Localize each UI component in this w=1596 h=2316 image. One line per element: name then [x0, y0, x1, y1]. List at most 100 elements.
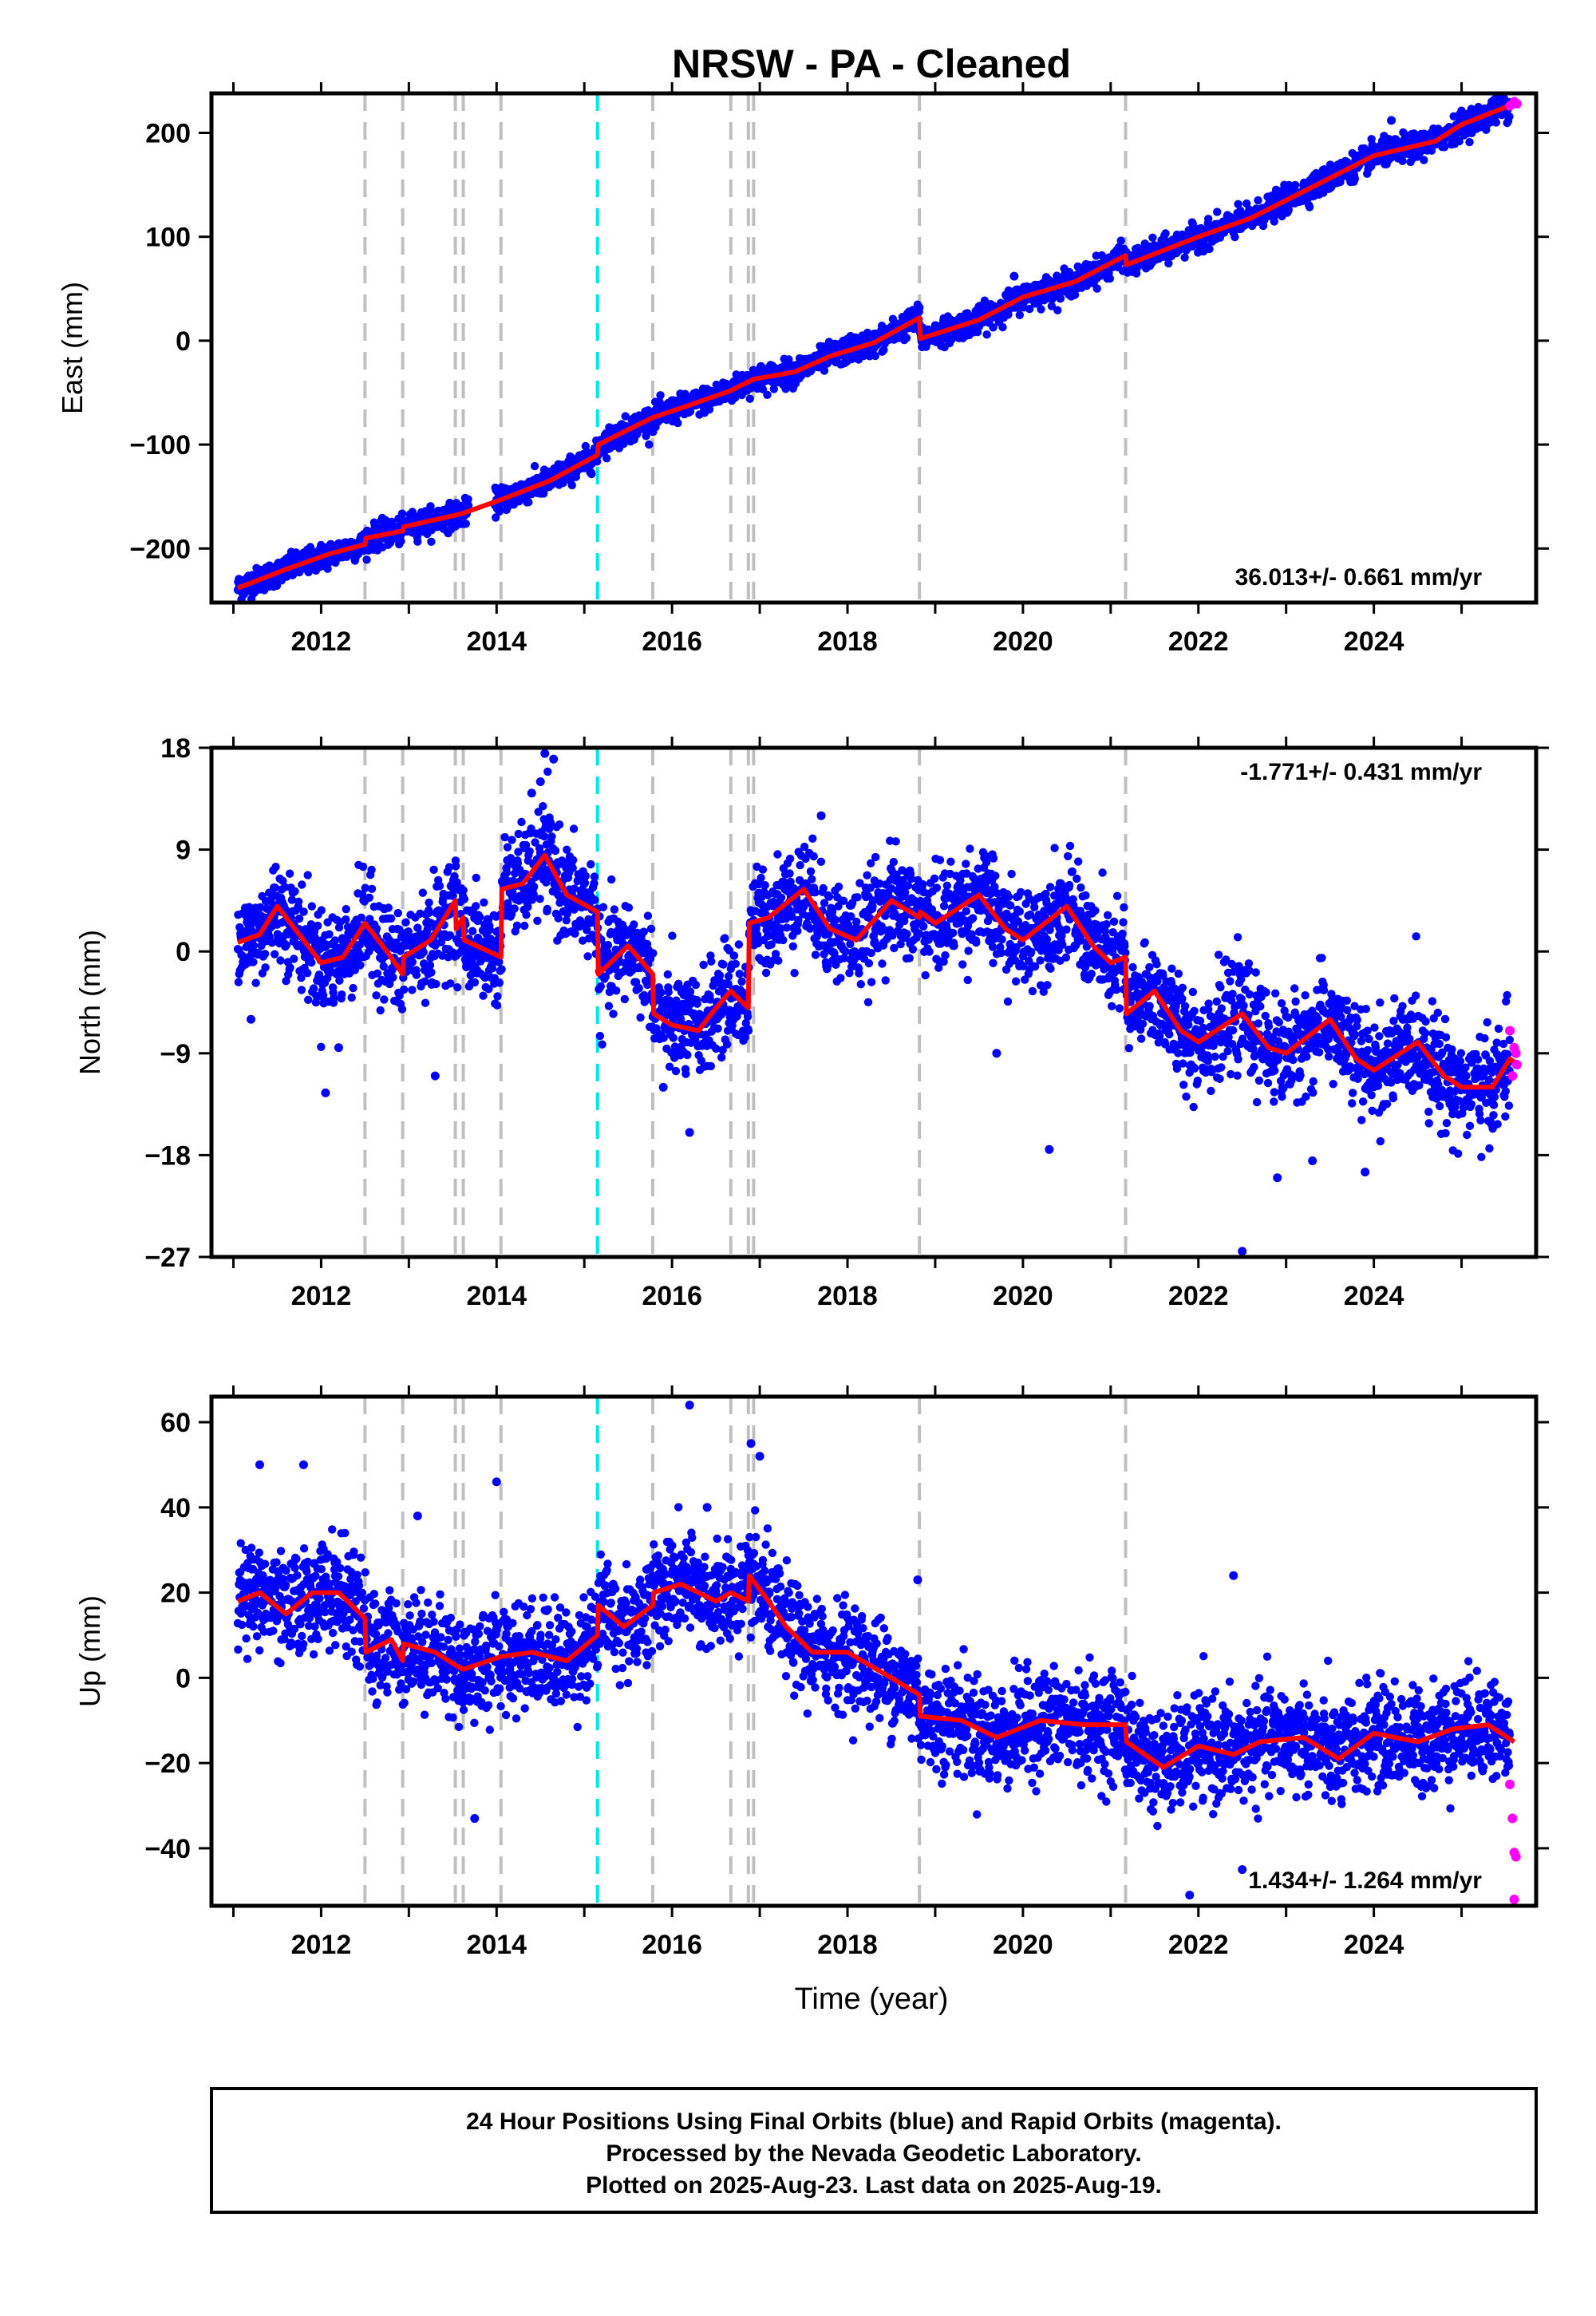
north-data-point	[731, 959, 740, 969]
north-data-point	[488, 963, 497, 973]
east-data-point	[1116, 236, 1125, 245]
north-data-point	[247, 926, 256, 935]
north-data-point	[630, 920, 638, 929]
north-data-point	[693, 999, 701, 1008]
east-y-tick-label: 100	[145, 223, 191, 253]
north-data-point	[418, 888, 427, 897]
north-data-point	[497, 965, 506, 974]
north-data-point	[508, 888, 517, 898]
north-data-point	[773, 850, 782, 859]
north-data-point	[580, 879, 590, 887]
north-data-point	[521, 840, 531, 850]
east-data-point	[1092, 284, 1101, 293]
east-data-point	[1204, 215, 1213, 223]
north-data-point	[379, 962, 388, 971]
north-data-point	[384, 903, 393, 912]
north-data-point	[448, 891, 457, 900]
north-data-point	[395, 991, 404, 1000]
north-data-point	[715, 971, 725, 980]
north-data-point	[365, 893, 373, 903]
east-x-tick-label: 2020	[993, 626, 1053, 657]
north-data-point	[603, 941, 613, 950]
east-data-point	[427, 537, 436, 546]
north-data-point	[579, 936, 587, 945]
east-data-point	[1070, 290, 1080, 299]
east-data-point	[1056, 294, 1065, 303]
north-data-point	[271, 950, 279, 958]
north-data-point	[356, 961, 365, 970]
north-data-point	[649, 949, 658, 958]
east-data-point	[784, 355, 793, 364]
north-data-point	[712, 1044, 721, 1053]
north-data-point	[665, 1062, 674, 1071]
north-data-point	[444, 863, 454, 871]
north-data-point	[358, 862, 368, 871]
north-data-point	[606, 927, 615, 937]
north-data-point	[315, 972, 324, 982]
north-data-point	[659, 1034, 668, 1042]
north-data-point	[546, 818, 555, 827]
north-data-point	[282, 977, 290, 986]
north-data-point	[717, 1053, 726, 1062]
east-data-point	[1053, 306, 1062, 314]
north-data-point	[663, 970, 672, 979]
north-data-point	[721, 934, 729, 943]
north-data-point	[604, 1002, 614, 1010]
north-data-point	[522, 911, 531, 919]
east-data-point	[464, 501, 473, 510]
north-data-point	[669, 1034, 678, 1042]
north-data-point	[335, 976, 344, 985]
north-data-point	[330, 936, 340, 945]
north-data-point	[554, 914, 563, 923]
east-data-point	[362, 555, 371, 564]
north-data-point	[294, 914, 304, 923]
north-data-point	[397, 1005, 407, 1014]
east-outlier-point	[1009, 271, 1019, 281]
north-data-point	[260, 950, 270, 958]
east-data-point	[1161, 229, 1170, 238]
north-data-point	[691, 980, 701, 990]
north-data-point	[674, 979, 683, 989]
north-data-point	[512, 921, 522, 931]
north-data-point	[484, 954, 492, 962]
north-data-point	[713, 1024, 722, 1034]
north-data-point	[279, 876, 287, 886]
east-data-point	[581, 441, 590, 451]
north-data-point	[785, 854, 795, 864]
north-data-point	[590, 872, 599, 881]
north-data-point	[290, 887, 299, 896]
figure-title: NRSW - PA - Cleaned	[672, 41, 1071, 86]
north-data-point	[421, 998, 430, 1007]
east-x-tick-label: 2024	[1344, 626, 1404, 657]
north-data-point	[761, 968, 771, 978]
east-y-axis-label: East (mm)	[56, 282, 89, 414]
north-data-point	[517, 817, 526, 827]
north-data-point	[317, 906, 326, 915]
east-data-point	[982, 330, 991, 339]
north-data-point	[744, 1026, 753, 1035]
north-data-point	[485, 925, 494, 935]
north-data-point	[757, 873, 765, 883]
north-data-point	[297, 986, 306, 994]
east-data-point	[1305, 203, 1314, 211]
north-data-point	[539, 802, 547, 811]
north-data-point	[479, 991, 488, 1000]
north-data-point	[737, 977, 746, 986]
east-data-point	[1004, 310, 1013, 319]
north-data-point	[525, 847, 534, 856]
north-data-point	[636, 1013, 645, 1022]
north-data-point	[413, 923, 422, 932]
north-data-point	[610, 905, 619, 914]
north-data-point	[452, 862, 460, 871]
east-model-line	[236, 101, 1515, 591]
north-data-point	[427, 968, 436, 977]
north-data-point	[523, 903, 532, 911]
east-rate-annotation: 36.013+/- 0.661 mm/yr	[1235, 564, 1483, 591]
east-data-point	[413, 537, 422, 546]
north-data-point	[347, 993, 356, 1002]
east-data-point	[587, 469, 596, 479]
north-data-point	[492, 1001, 502, 1010]
east-x-tick-label: 2012	[291, 626, 352, 657]
north-data-point	[771, 950, 780, 958]
